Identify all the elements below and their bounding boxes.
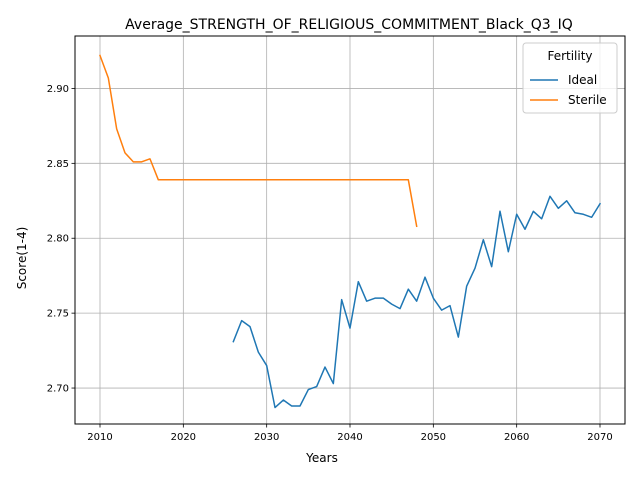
series-line-sterile xyxy=(99,54,418,228)
x-tick-label: 2010 xyxy=(87,432,112,443)
x-tick-label: 2050 xyxy=(421,432,446,443)
y-tick-label: 2.80 xyxy=(47,234,69,245)
legend-entries: Ideal Sterile xyxy=(530,73,607,107)
x-tick-label: 2020 xyxy=(171,432,196,443)
axis-layer: 2010 2020 2030 2040 2050 2060 2070 2.70 2.75 2.80… xyxy=(47,84,613,443)
x-tick-label: 2060 xyxy=(504,432,529,443)
legend-title: Fertility xyxy=(547,49,592,63)
x-tick-label: 2030 xyxy=(254,432,279,443)
grid-layer xyxy=(75,36,625,424)
y-tick-label: 2.90 xyxy=(47,84,69,95)
x-tick-label: 2070 xyxy=(587,432,612,443)
series-layer xyxy=(99,54,602,409)
legend-label-sterile: Sterile xyxy=(568,93,607,107)
y-axis-label: Score(1-4) xyxy=(15,227,29,290)
series-line-ideal xyxy=(232,195,602,409)
x-axis-label: Years xyxy=(305,451,338,465)
y-tick-label: 2.70 xyxy=(47,384,69,395)
legend-box xyxy=(522,42,618,114)
y-tick-label: 2.85 xyxy=(47,159,69,170)
legend: Fertility Ideal Sterile xyxy=(522,42,618,114)
chart-title: Average_STRENGTH_OF_RELIGIOUS_COMMITMENT… xyxy=(125,17,573,33)
x-tick-label: 2040 xyxy=(337,432,362,443)
y-tick-label: 2.75 xyxy=(47,309,69,320)
legend-label-ideal: Ideal xyxy=(568,73,597,87)
